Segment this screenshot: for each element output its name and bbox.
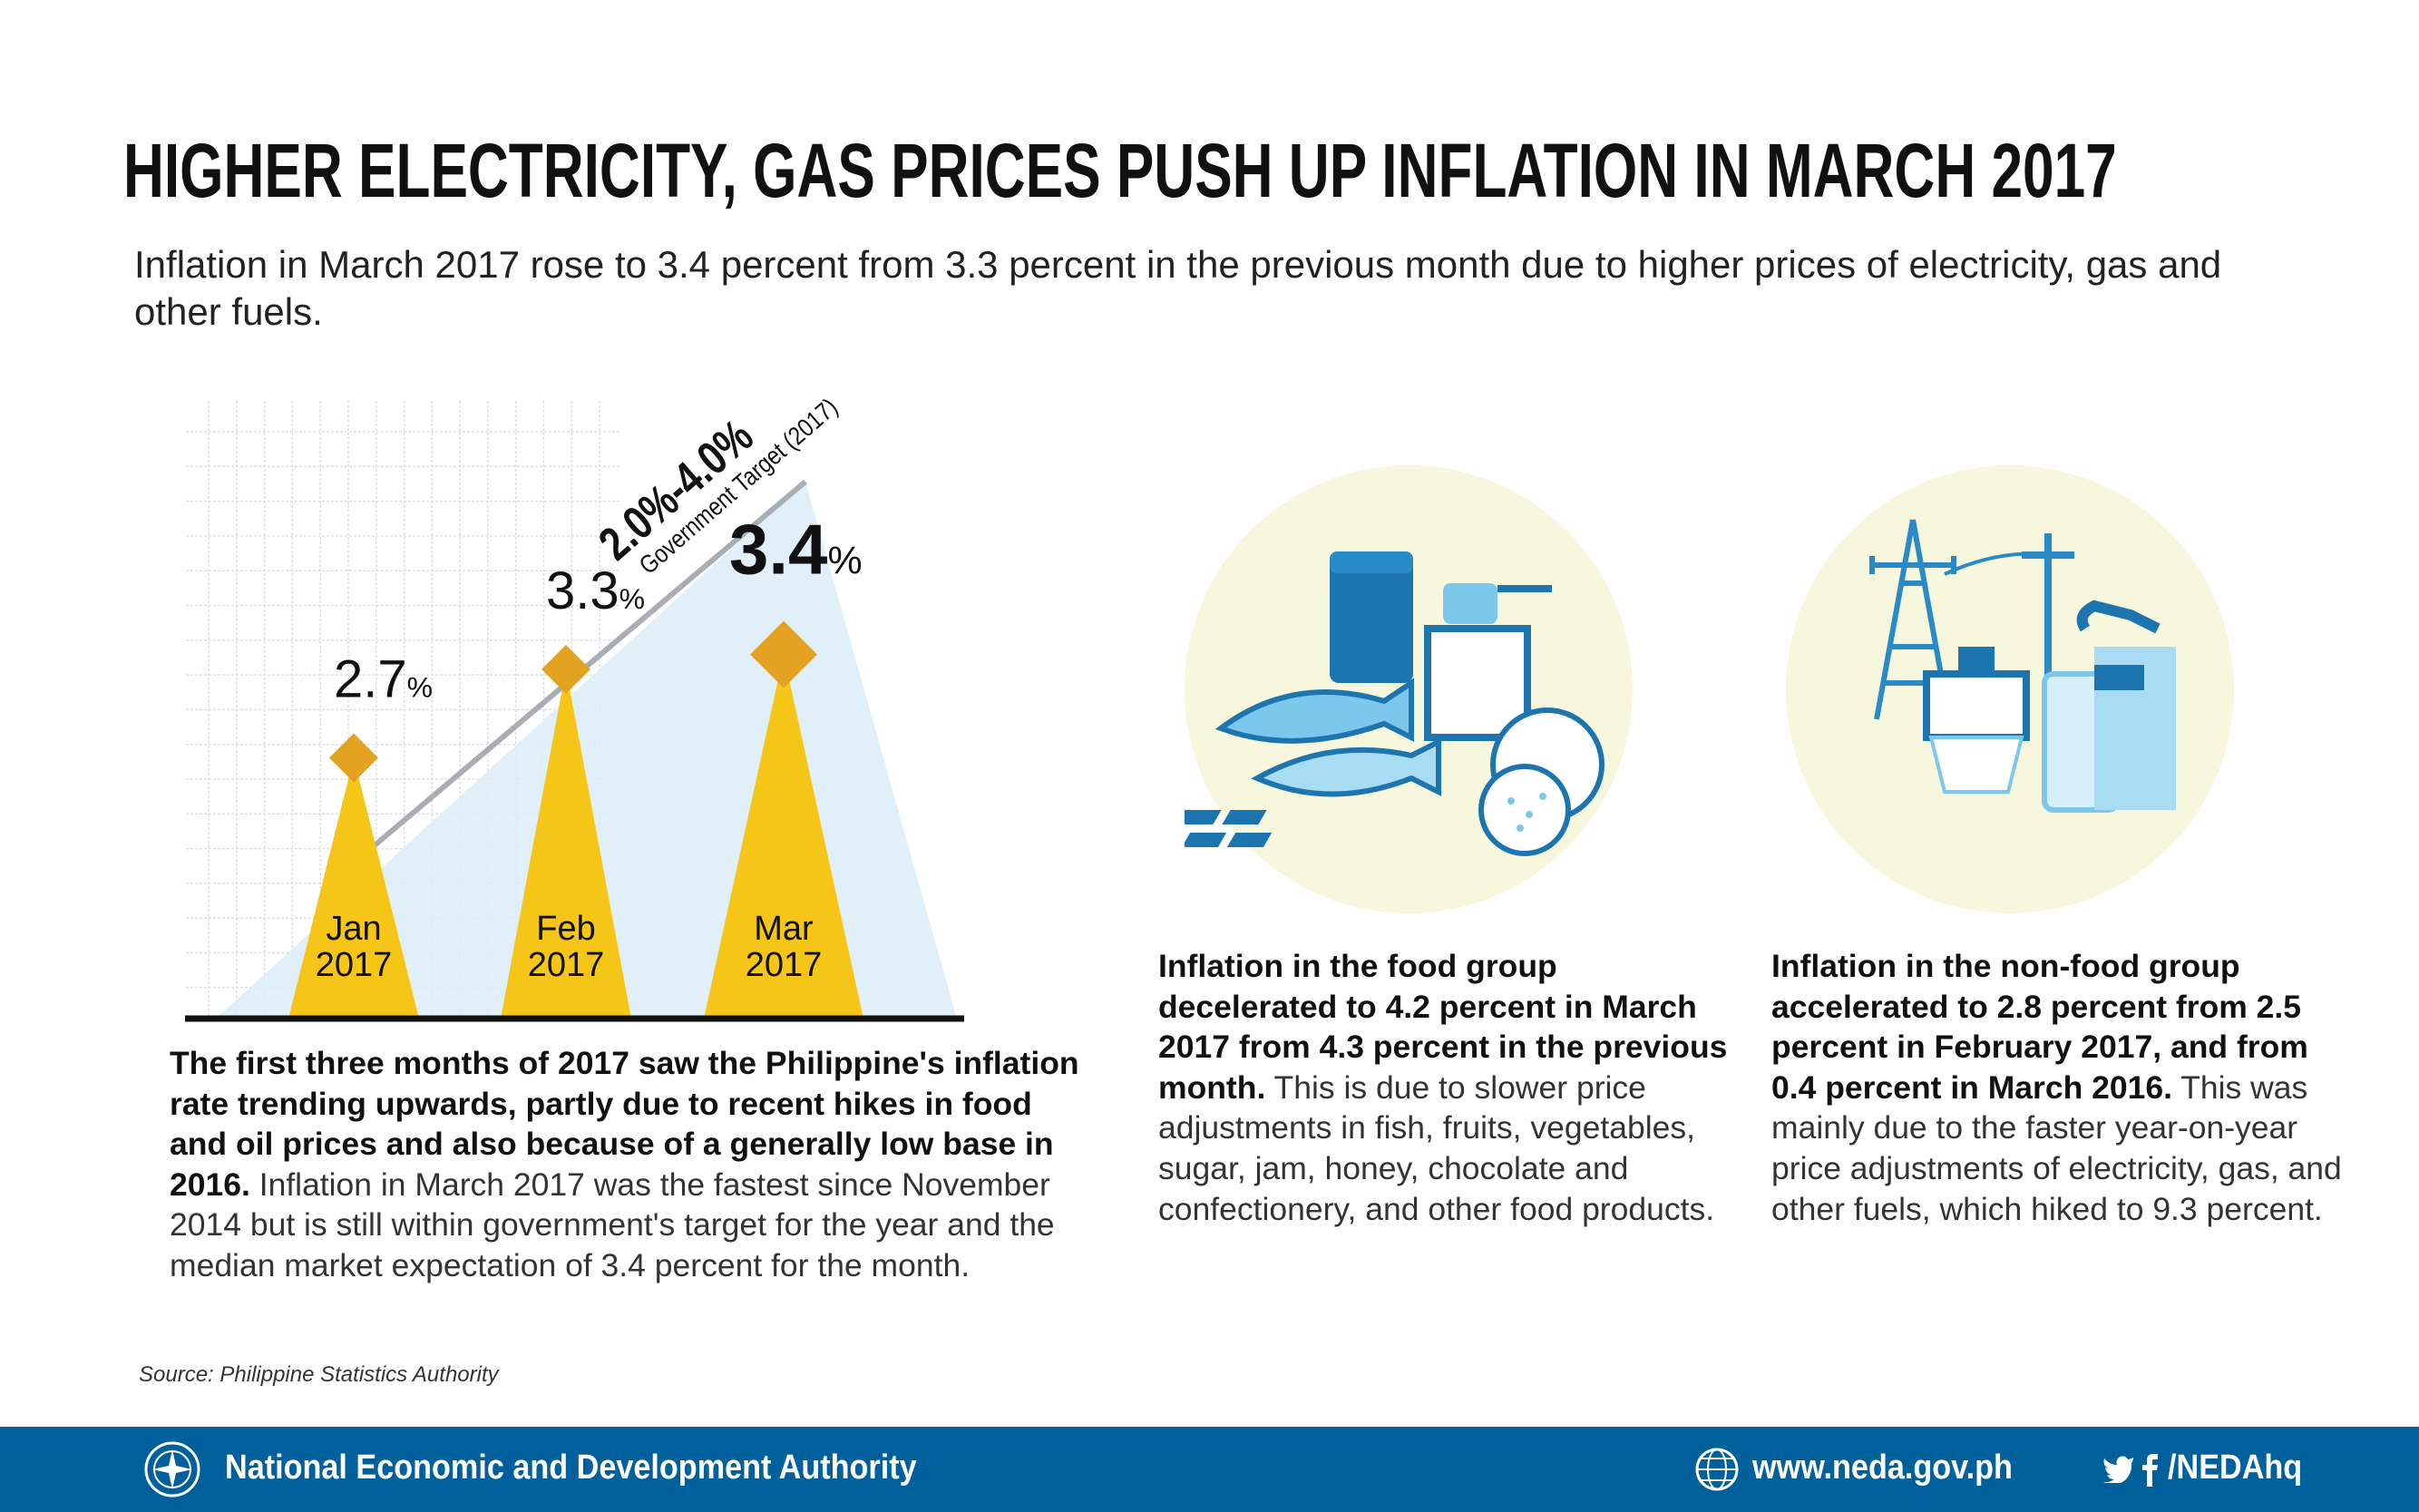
category-label: Mar	[754, 910, 814, 948]
nonfood-group-paragraph: Inflation in the non-food group accelera…	[1771, 946, 2352, 1229]
target-line	[373, 479, 807, 848]
food-text: This is due to slower price adjustments …	[1158, 1068, 1715, 1227]
category-label: Feb	[536, 910, 595, 948]
category-label: 2017	[528, 946, 605, 984]
category-label: 2017	[316, 946, 393, 984]
page-title: HIGHER ELECTRICITY, GAS PRICES PUSH UP I…	[123, 128, 2117, 213]
bar-jan	[288, 757, 419, 1019]
value-label: 3.3%	[546, 561, 645, 620]
food-bold: Inflation in the food group decelerated …	[1158, 948, 1728, 1106]
social-handle[interactable]: /NEDAhq	[2168, 1449, 2303, 1487]
summary-bold: The first three months of 2017 saw the P…	[170, 1045, 1079, 1203]
website-link[interactable]: www.neda.gov.ph	[1752, 1449, 2013, 1487]
marker-feb	[541, 644, 590, 694]
percent-sign: %	[827, 540, 862, 583]
value-label: 3.4%	[729, 510, 863, 590]
utilities-fuel-icon	[1786, 465, 2234, 913]
marker-mar	[750, 620, 817, 688]
subtitle: Inflation in March 2017 rose to 3.4 perc…	[134, 243, 2222, 333]
inflation-chart: 2.0%-4.0%Government Target (2017)2.7%Jan…	[185, 392, 964, 1022]
value-label: 2.7%	[334, 649, 433, 708]
neda-logo-icon	[144, 1441, 200, 1497]
food-group-icon	[1185, 465, 1633, 913]
summary-text: Inflation in March 2017 was the fastest …	[170, 1166, 1055, 1283]
summary-paragraph: The first three months of 2017 saw the P…	[170, 1043, 1095, 1286]
nonfood-text: This was mainly due to the faster year-o…	[1771, 1068, 2342, 1227]
nonfood-bold: Inflation in the non-food group accelera…	[1771, 948, 2308, 1106]
footer-org-name: National Economic and Development Author…	[225, 1449, 917, 1487]
percent-sign: %	[407, 670, 433, 703]
footer: National Economic and Development Author…	[0, 1427, 2419, 1512]
food-group-paragraph: Inflation in the food group decelerated …	[1158, 946, 1739, 1229]
facebook-icon[interactable]	[2141, 1452, 2159, 1487]
marker-jan	[329, 733, 378, 783]
source-note: Source: Philippine Statistics Authority	[139, 1362, 499, 1387]
category-label: Jan	[326, 910, 381, 948]
bar-mar	[704, 654, 863, 1019]
globe-icon	[1695, 1448, 1739, 1491]
category-label: 2017	[746, 946, 823, 984]
twitter-icon[interactable]	[2102, 1454, 2135, 1483]
percent-sign: %	[619, 582, 645, 615]
bar-feb	[501, 668, 631, 1019]
